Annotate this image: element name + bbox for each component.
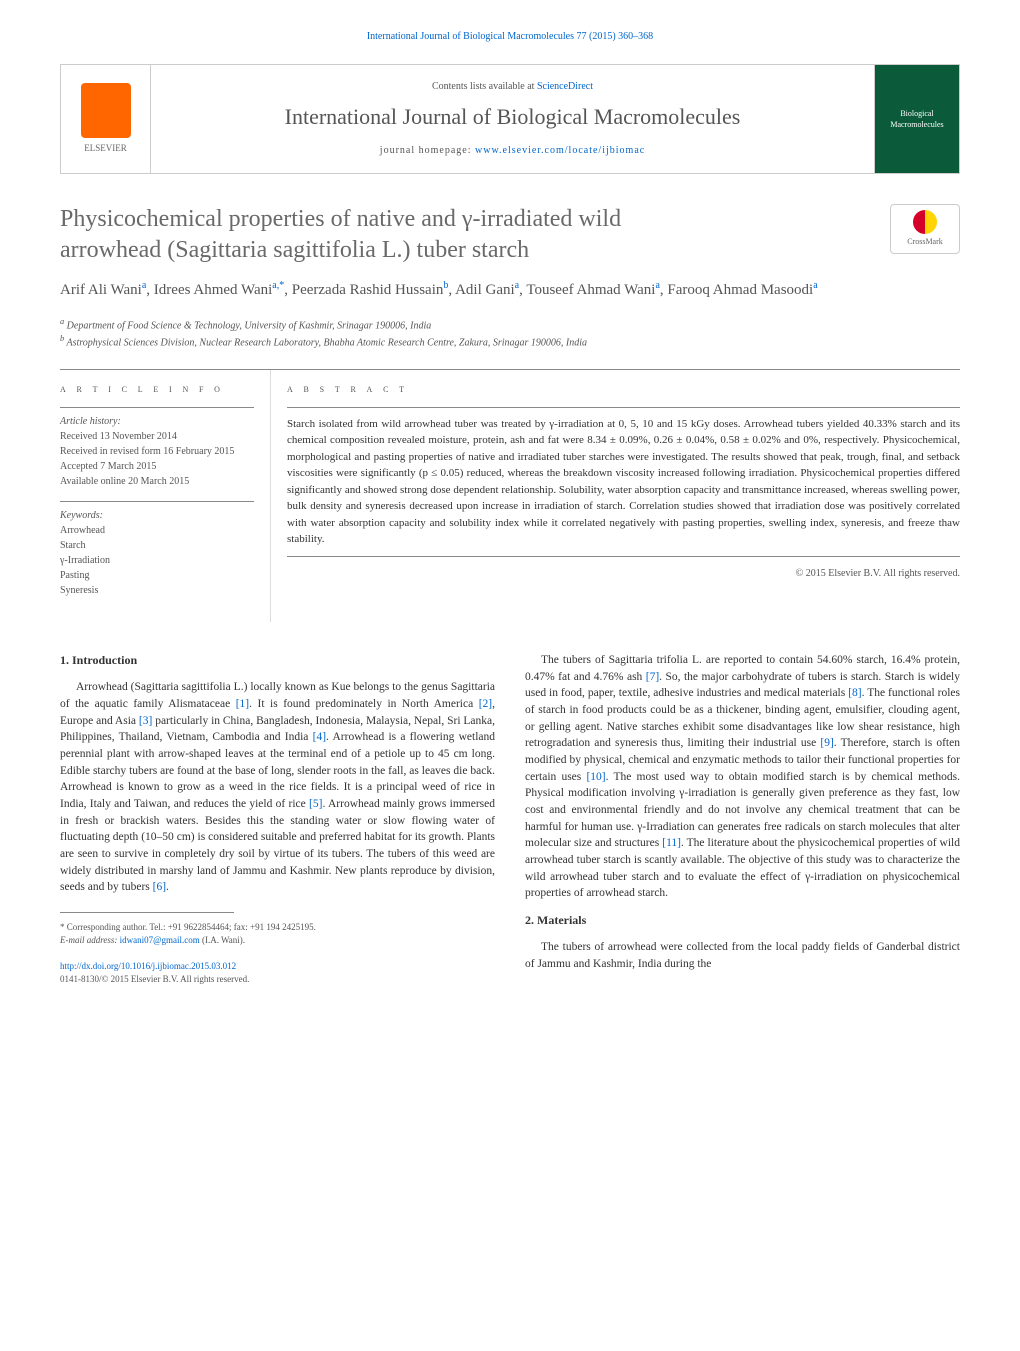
ref-10[interactable]: [10] (586, 771, 605, 783)
t1g: . (166, 881, 169, 893)
title-line-2: arrowhead (Sagittaria sagittifolia L.) t… (60, 237, 529, 263)
abstract-text: Starch isolated from wild arrowhead tube… (287, 407, 960, 557)
journal-homepage: journal homepage: www.elsevier.com/locat… (380, 144, 645, 158)
t1f: . Arrowhead mainly grows immersed in fre… (60, 798, 495, 893)
ref-8[interactable]: [8] (848, 687, 861, 699)
materials-para-1: The tubers of arrowhead were collected f… (525, 939, 960, 972)
ref-2[interactable]: [2] (479, 698, 492, 710)
author-4-sup[interactable]: a (515, 280, 519, 291)
author-1: Arif Ali Wani (60, 282, 142, 298)
elsevier-logo[interactable]: ELSEVIER (61, 65, 151, 173)
ref-6[interactable]: [6] (153, 881, 166, 893)
abstract-copyright: © 2015 Elsevier B.V. All rights reserved… (287, 567, 960, 581)
sciencedirect-link[interactable]: ScienceDirect (537, 81, 593, 92)
header-citation[interactable]: International Journal of Biological Macr… (60, 30, 960, 44)
abstract: A B S T R A C T Starch isolated from wil… (270, 370, 960, 622)
keyword-5: Syneresis (60, 583, 254, 598)
author-6-sup[interactable]: a (813, 280, 817, 291)
ref-3[interactable]: [3] (139, 715, 152, 727)
history-label: Article history: (60, 414, 254, 429)
t1b: . It is found predominately in North Ame… (249, 698, 479, 710)
author-3: Peerzada Rashid Hussain (292, 282, 444, 298)
author-5-sup[interactable]: a (655, 280, 659, 291)
crossmark-label: CrossMark (907, 236, 943, 247)
abstract-header: A B S T R A C T (287, 382, 960, 397)
doi-link[interactable]: http://dx.doi.org/10.1016/j.ijbiomac.201… (60, 960, 495, 973)
history-revised: Received in revised form 16 February 201… (60, 444, 254, 459)
author-2-sup[interactable]: a,* (272, 280, 284, 291)
keywords-block: Keywords: Arrowhead Starch γ-Irradiation… (60, 501, 254, 598)
email-line: E-mail address: idwani07@gmail.com (I.A.… (60, 934, 495, 947)
article-history: Article history: Received 13 November 20… (60, 407, 254, 489)
elsevier-tree-icon (81, 83, 131, 138)
title-line-1: Physicochemical properties of native and… (60, 206, 621, 232)
article-title: Physicochemical properties of native and… (60, 204, 960, 266)
contents-prefix: Contents lists available at (432, 81, 537, 92)
title-block: Physicochemical properties of native and… (60, 204, 960, 266)
author-3-sup[interactable]: b (443, 280, 448, 291)
author-2: Idrees Ahmed Wani (154, 282, 272, 298)
ref-7[interactable]: [7] (646, 671, 659, 683)
affiliations: a Department of Food Science & Technolog… (60, 316, 960, 351)
history-received: Received 13 November 2014 (60, 429, 254, 444)
ref-5[interactable]: [5] (309, 798, 322, 810)
corresponding-footnote: * Corresponding author. Tel.: +91 962285… (60, 921, 495, 946)
intro-para-1: Arrowhead (Sagittaria sagittifolia L.) l… (60, 679, 495, 896)
article-info-header: A R T I C L E I N F O (60, 382, 254, 397)
keyword-2: Starch (60, 538, 254, 553)
affiliation-b: Astrophysical Sciences Division, Nuclear… (67, 338, 588, 349)
ref-4[interactable]: [4] (313, 731, 326, 743)
crossmark-badge[interactable]: CrossMark (890, 204, 960, 254)
email-label: E-mail address: (60, 935, 120, 945)
keyword-3: γ-Irradiation (60, 553, 254, 568)
ref-1[interactable]: [1] (236, 698, 249, 710)
doi-block: http://dx.doi.org/10.1016/j.ijbiomac.201… (60, 960, 495, 985)
column-right: The tubers of Sagittaria trifolia L. are… (525, 652, 960, 986)
materials-heading: 2. Materials (525, 912, 960, 929)
intro-heading: 1. Introduction (60, 652, 495, 669)
intro-para-2: The tubers of Sagittaria trifolia L. are… (525, 652, 960, 902)
crossmark-icon (913, 210, 937, 234)
email-suffix: (I.A. Wani). (200, 935, 245, 945)
email-link[interactable]: idwani07@gmail.com (120, 935, 200, 945)
homepage-url[interactable]: www.elsevier.com/locate/ijbiomac (475, 145, 645, 156)
elsevier-label: ELSEVIER (84, 142, 127, 155)
author-4: Adil Gani (455, 282, 515, 298)
author-1-sup[interactable]: a (142, 280, 146, 291)
contents-line: Contents lists available at ScienceDirec… (432, 80, 593, 94)
article-info: A R T I C L E I N F O Article history: R… (60, 370, 270, 622)
affiliation-a: Department of Food Science & Technology,… (67, 320, 432, 331)
journal-cover-thumb[interactable]: Biological Macromolecules (874, 65, 959, 173)
homepage-prefix: journal homepage: (380, 145, 475, 156)
journal-banner: ELSEVIER Contents lists available at Sci… (60, 64, 960, 174)
banner-center: Contents lists available at ScienceDirec… (151, 65, 874, 173)
history-online: Available online 20 March 2015 (60, 474, 254, 489)
body-columns: 1. Introduction Arrowhead (Sagittaria sa… (60, 652, 960, 986)
corresponding-line: * Corresponding author. Tel.: +91 962285… (60, 921, 495, 934)
issn-line: 0141-8130/© 2015 Elsevier B.V. All right… (60, 973, 495, 986)
author-5: Touseef Ahmad Wani (526, 282, 655, 298)
keyword-4: Pasting (60, 568, 254, 583)
history-accepted: Accepted 7 March 2015 (60, 459, 254, 474)
author-6: Farooq Ahmad Masoodi (667, 282, 813, 298)
keywords-label: Keywords: (60, 508, 254, 523)
footnote-separator (60, 912, 234, 921)
authors-list: Arif Ali Wania, Idrees Ahmed Wania,*, Pe… (60, 278, 960, 302)
ref-11[interactable]: [11] (662, 837, 681, 849)
column-left: 1. Introduction Arrowhead (Sagittaria sa… (60, 652, 495, 986)
info-abstract-row: A R T I C L E I N F O Article history: R… (60, 369, 960, 622)
ref-9[interactable]: [9] (820, 737, 833, 749)
journal-name: International Journal of Biological Macr… (285, 102, 741, 133)
keywords-list: Arrowhead Starch γ-Irradiation Pasting S… (60, 523, 254, 598)
keyword-1: Arrowhead (60, 523, 254, 538)
